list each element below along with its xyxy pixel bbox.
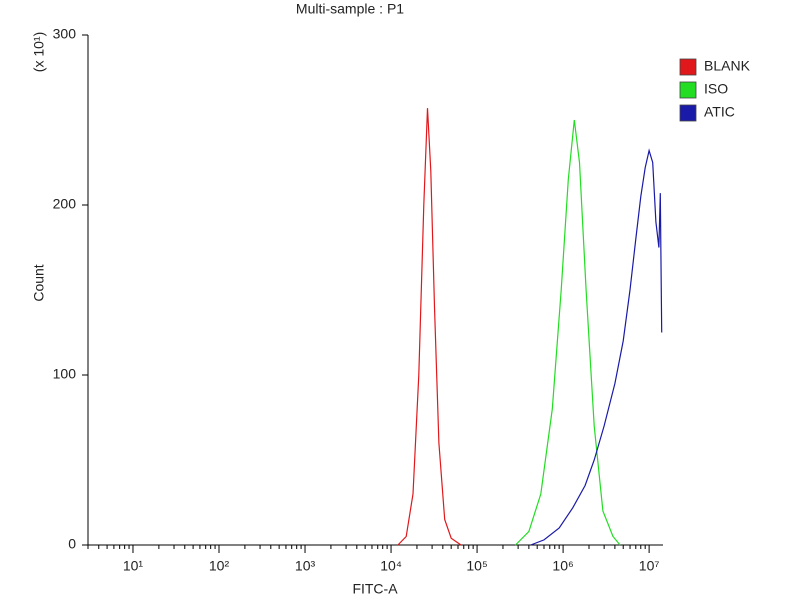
y-axis-label: Count <box>31 264 47 301</box>
x-tick-label: 10⁴ <box>380 558 402 574</box>
x-tick-label: 10² <box>209 558 230 574</box>
x-tick-label: 10¹ <box>123 558 144 574</box>
legend-label: ATIC <box>704 104 735 120</box>
x-tick-label: 10⁵ <box>466 558 487 574</box>
y-tick-label: 200 <box>53 196 77 212</box>
legend-label: BLANK <box>704 58 751 74</box>
y-tick-label: 100 <box>53 366 77 382</box>
x-axis-label: FITC-A <box>352 581 398 597</box>
legend-swatch <box>679 81 697 99</box>
y-axis-multiplier: (x 10¹) <box>31 32 47 72</box>
histogram-line <box>397 108 462 546</box>
histogram-line <box>515 119 621 546</box>
x-tick-label: 10³ <box>295 558 316 574</box>
x-tick-label: 10⁷ <box>639 558 660 574</box>
x-tick-label: 10⁶ <box>552 558 573 574</box>
y-tick-label: 0 <box>68 536 76 552</box>
histogram-line <box>530 148 663 546</box>
legend-label: ISO <box>704 81 728 97</box>
chart-title: Multi-sample : P1 <box>296 1 404 17</box>
legend-swatch <box>679 58 697 76</box>
y-tick-label: 300 <box>53 26 77 42</box>
legend-swatch <box>679 104 697 122</box>
